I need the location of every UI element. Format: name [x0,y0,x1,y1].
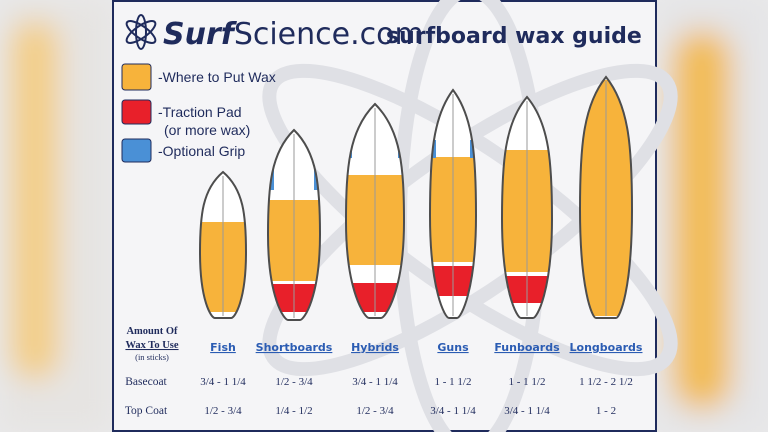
table-cell: 1/2 - 3/4 [356,405,394,417]
table-cell: 1/2 - 3/4 [275,376,313,388]
column-header: Hybrids [351,341,399,354]
table-cell: 3/4 - 1 1/4 [200,376,246,388]
column-header: Shortboards [256,341,333,354]
surfboard [344,102,406,319]
table-cell: 3/4 - 1 1/4 [430,405,476,417]
corner-label: Amount Of [126,326,178,337]
column-header: Longboards [570,341,643,354]
wax-table: Amount Of Wax To Use(in sticks) Fish Shortb… [125,326,643,417]
logo-bold: Surf [163,17,238,52]
column-header: Fish [210,341,236,354]
logo-icon [125,14,157,50]
legend-label: -Optional Grip [158,143,245,159]
column-header: Funboards [494,341,560,354]
surfboard [578,75,634,319]
row-label: Basecoat [125,376,167,388]
board-outline [578,75,634,319]
board-outline [344,102,406,319]
logo: SurfScience.com [163,17,424,52]
board-outline [428,88,478,319]
corner-label: Wax To Use [125,340,178,351]
swatch-wax [121,63,152,91]
board-outline [500,95,554,319]
table-cell: 1/4 - 1/2 [275,405,312,417]
table-cell: 1 1/2 - 2 1/2 [579,376,633,388]
table-cell: 1/2 - 3/4 [204,405,242,417]
surfboard [500,95,554,319]
table-cell: 3/4 - 1 1/4 [504,405,550,417]
board-outline [266,128,322,321]
logo-rest: Science.com [234,17,424,52]
board-outline [198,170,248,319]
legend-label: -Traction Pad [158,104,242,120]
table-cell: 1 - 1 1/2 [435,376,472,388]
swatch-traction [121,99,152,125]
legend-label: -Where to Put Wax [158,69,276,85]
surfboard [198,170,248,319]
table-cell: 3/4 - 1 1/4 [352,376,398,388]
legend-note: (or more wax) [164,122,250,138]
surfboard [266,128,322,321]
surfboard [428,88,478,319]
boards [198,75,634,321]
column-header: Guns [437,341,469,354]
title: surfboard wax guide [386,24,642,49]
corner-label: (in sticks) [135,352,169,362]
swatch-grip [121,138,152,163]
row-label: Top Coat [125,405,168,417]
table-cell: 1 - 2 [596,405,616,417]
table-cell: 1 - 1 1/2 [509,376,546,388]
